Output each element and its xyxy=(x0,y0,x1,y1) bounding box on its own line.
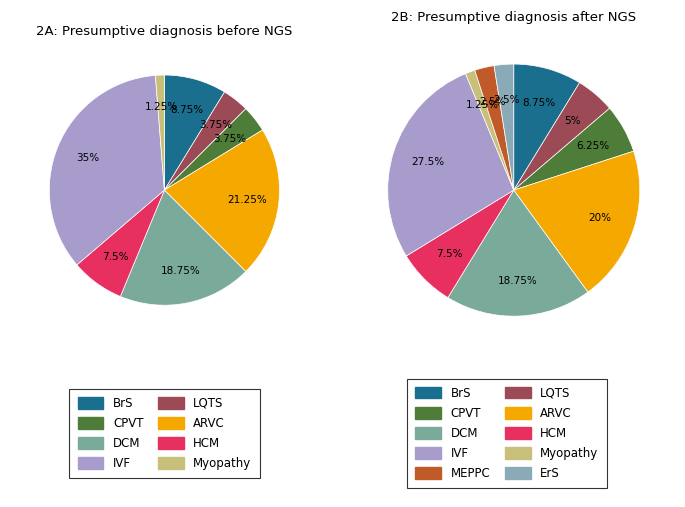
Text: 5%: 5% xyxy=(564,116,581,126)
Text: 3.75%: 3.75% xyxy=(213,134,246,144)
Wedge shape xyxy=(466,70,514,190)
Wedge shape xyxy=(406,190,514,298)
Text: 8.75%: 8.75% xyxy=(171,105,203,116)
Wedge shape xyxy=(164,108,262,190)
Text: 27.5%: 27.5% xyxy=(411,157,444,167)
Text: 7.5%: 7.5% xyxy=(436,249,463,259)
Text: 3.75%: 3.75% xyxy=(199,120,232,130)
Title: 2B: Presumptive diagnosis after NGS: 2B: Presumptive diagnosis after NGS xyxy=(391,12,636,24)
Wedge shape xyxy=(49,76,164,265)
Wedge shape xyxy=(164,92,246,190)
Text: 18.75%: 18.75% xyxy=(497,276,537,286)
Wedge shape xyxy=(494,64,514,190)
Text: 35%: 35% xyxy=(76,154,99,163)
Text: 18.75%: 18.75% xyxy=(161,266,201,276)
Text: 1.25%: 1.25% xyxy=(145,102,177,113)
Wedge shape xyxy=(514,64,580,190)
Text: 2.5%: 2.5% xyxy=(493,95,520,104)
Text: 6.25%: 6.25% xyxy=(576,141,610,151)
Text: 2.5%: 2.5% xyxy=(479,97,506,107)
Text: 7.5%: 7.5% xyxy=(103,252,129,262)
Wedge shape xyxy=(514,151,640,292)
Wedge shape xyxy=(164,130,279,272)
Wedge shape xyxy=(475,65,514,190)
Text: 21.25%: 21.25% xyxy=(227,195,266,205)
Wedge shape xyxy=(155,75,164,190)
Wedge shape xyxy=(388,74,514,256)
Wedge shape xyxy=(164,75,225,190)
Wedge shape xyxy=(514,108,634,190)
Text: 20%: 20% xyxy=(588,213,612,223)
Title: 2A: Presumptive diagnosis before NGS: 2A: Presumptive diagnosis before NGS xyxy=(36,25,292,38)
Text: 8.75%: 8.75% xyxy=(522,98,555,108)
Text: 1.25%: 1.25% xyxy=(466,100,499,110)
Wedge shape xyxy=(448,190,588,316)
Wedge shape xyxy=(121,190,246,305)
Wedge shape xyxy=(77,190,164,297)
Wedge shape xyxy=(514,83,610,190)
Legend: BrS, CPVT, DCM, IVF, MEPPC, LQTS, ARVC, HCM, Myopathy, ErS: BrS, CPVT, DCM, IVF, MEPPC, LQTS, ARVC, … xyxy=(407,379,607,488)
Legend: BrS, CPVT, DCM, IVF, LQTS, ARVC, HCM, Myopathy: BrS, CPVT, DCM, IVF, LQTS, ARVC, HCM, My… xyxy=(69,388,260,479)
